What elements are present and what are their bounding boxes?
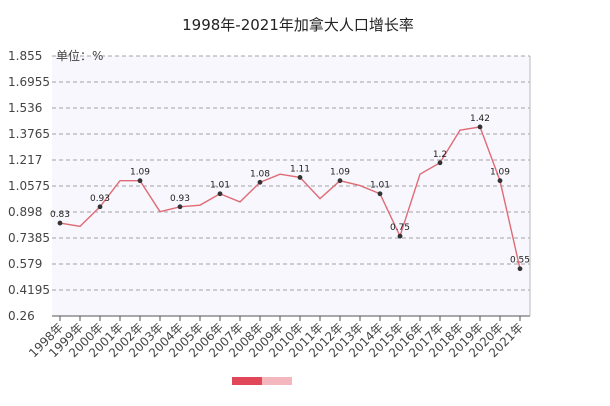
data-point-marker [137, 178, 143, 184]
data-label: 1.09 [490, 168, 510, 178]
series-line [59, 126, 521, 269]
legend [232, 377, 292, 385]
data-point-marker [437, 160, 443, 166]
data-point-marker [337, 178, 343, 184]
data-point-marker [397, 233, 403, 239]
y-tick-label: 1.217 [8, 153, 42, 167]
series-line-group: 0.83 0.93 1.09 0.93 1.01 1.08 1.11 1.09 1.01 0.75… [50, 114, 530, 272]
data-point-marker [57, 220, 63, 226]
y-tick-label: 0.7385 [8, 231, 50, 245]
y-tick-label: 1.855 [8, 49, 42, 63]
data-point-marker [217, 191, 223, 197]
data-point-marker [377, 191, 383, 197]
data-label: 0.75 [390, 223, 410, 233]
data-point-marker [477, 124, 483, 130]
data-point-marker [297, 175, 303, 180]
y-tick-label: 1.6955 [8, 75, 50, 89]
data-label: 1.09 [330, 168, 350, 178]
data-label: 1.01 [210, 181, 230, 191]
data-label: 1.42 [470, 114, 490, 124]
y-tick-label: 1.0575 [8, 179, 50, 193]
y-tick-label: 0.898 [8, 205, 42, 219]
y-tick-label: 1.536 [8, 101, 42, 115]
data-point-marker [97, 204, 103, 210]
y-tick-label: 0.4195 [8, 283, 50, 297]
data-label: 1.08 [250, 169, 270, 179]
y-tick-label: 1.3765 [8, 127, 50, 141]
data-label: 1.11 [290, 164, 310, 174]
data-point-marker [517, 266, 523, 272]
y-tick-label: 0.579 [8, 257, 42, 271]
data-point-marker [257, 179, 263, 185]
unit-label: 单位：% [56, 48, 103, 63]
legend-swatch [232, 377, 262, 385]
chart-title: 1998年-2021年加拿大人口增长率 [182, 16, 414, 34]
data-label: 1.2 [433, 150, 447, 160]
data-label: 0.93 [90, 194, 110, 204]
data-label: 1.09 [130, 168, 150, 178]
data-label: 0.83 [50, 210, 70, 220]
y-tick-label: 0.26 [8, 309, 35, 323]
y-axis: 1.855 1.6955 1.536 1.3765 1.217 1.0575 0.898 0.… [8, 49, 531, 323]
data-point-marker [497, 178, 503, 184]
data-label: 0.55 [510, 256, 530, 266]
data-label: 0.93 [170, 194, 190, 204]
legend-swatch-fade [262, 377, 292, 385]
data-point-marker [177, 204, 183, 210]
data-label: 1.01 [370, 181, 390, 191]
x-axis: 1998年1999年2000年2001年2002年2003年2004年2005年… [26, 316, 526, 360]
